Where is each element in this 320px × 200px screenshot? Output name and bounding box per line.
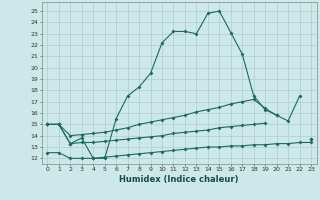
X-axis label: Humidex (Indice chaleur): Humidex (Indice chaleur) [119,175,239,184]
